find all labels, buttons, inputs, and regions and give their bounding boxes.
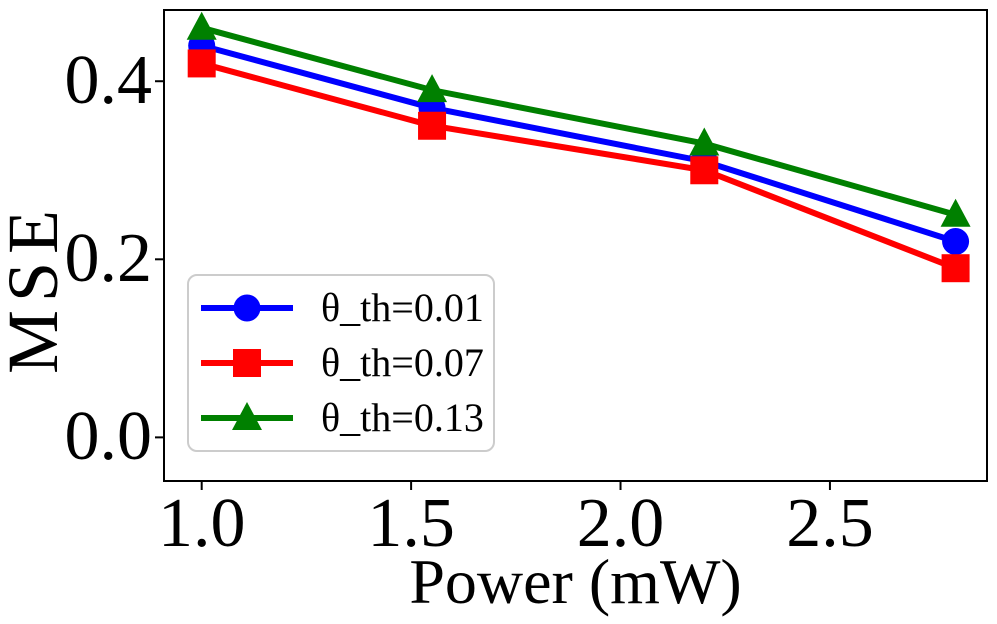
legend-label: θ_th=0.13 bbox=[321, 395, 484, 441]
y-tick-label: 0.0 bbox=[64, 398, 153, 476]
legend-swatch-square-icon bbox=[201, 348, 293, 377]
series-marker-2 bbox=[186, 11, 217, 40]
legend-entry: θ_th=0.13 bbox=[197, 391, 493, 446]
x-tick-label: 2.0 bbox=[576, 485, 665, 562]
series-marker-2 bbox=[417, 74, 448, 103]
series-marker-1 bbox=[941, 254, 970, 283]
x-tick-label: 2.5 bbox=[786, 485, 874, 562]
legend-label: θ_th=0.01 bbox=[321, 284, 484, 330]
series-marker-1 bbox=[418, 111, 447, 140]
series-marker-2 bbox=[940, 198, 971, 227]
legend-marker bbox=[232, 402, 262, 431]
series-line-0 bbox=[200, 42, 957, 245]
series-marker-1 bbox=[690, 156, 719, 185]
series-marker-2 bbox=[689, 127, 720, 156]
series-1 bbox=[187, 49, 970, 283]
legend-label: θ_th=0.07 bbox=[321, 339, 484, 385]
x-axis-label: Power (mW) bbox=[409, 546, 742, 617]
x-tick-label: 1.5 bbox=[367, 485, 455, 562]
series-2 bbox=[186, 11, 971, 227]
legend-entry: θ_th=0.07 bbox=[197, 335, 493, 390]
legend-entry: θ_th=0.01 bbox=[197, 280, 493, 335]
y-tick-label: 0.2 bbox=[64, 220, 153, 298]
legend-swatch-circle-icon bbox=[201, 294, 293, 322]
series-line-2 bbox=[200, 24, 957, 218]
plot-border bbox=[163, 9, 988, 482]
series-marker-0 bbox=[942, 227, 970, 255]
x-tick-label: 1.0 bbox=[157, 485, 246, 562]
legend-marker bbox=[233, 294, 261, 322]
legend: θ_th=0.01 θ_th=0.07 θ_th=0.13 bbox=[187, 274, 495, 452]
series-0 bbox=[188, 32, 970, 255]
series-line-1 bbox=[200, 60, 957, 271]
series-marker-1 bbox=[187, 49, 216, 78]
legend-swatch-triangle-icon bbox=[201, 402, 293, 431]
legend-marker bbox=[233, 348, 261, 377]
y-tick-label: 0.4 bbox=[64, 42, 153, 120]
